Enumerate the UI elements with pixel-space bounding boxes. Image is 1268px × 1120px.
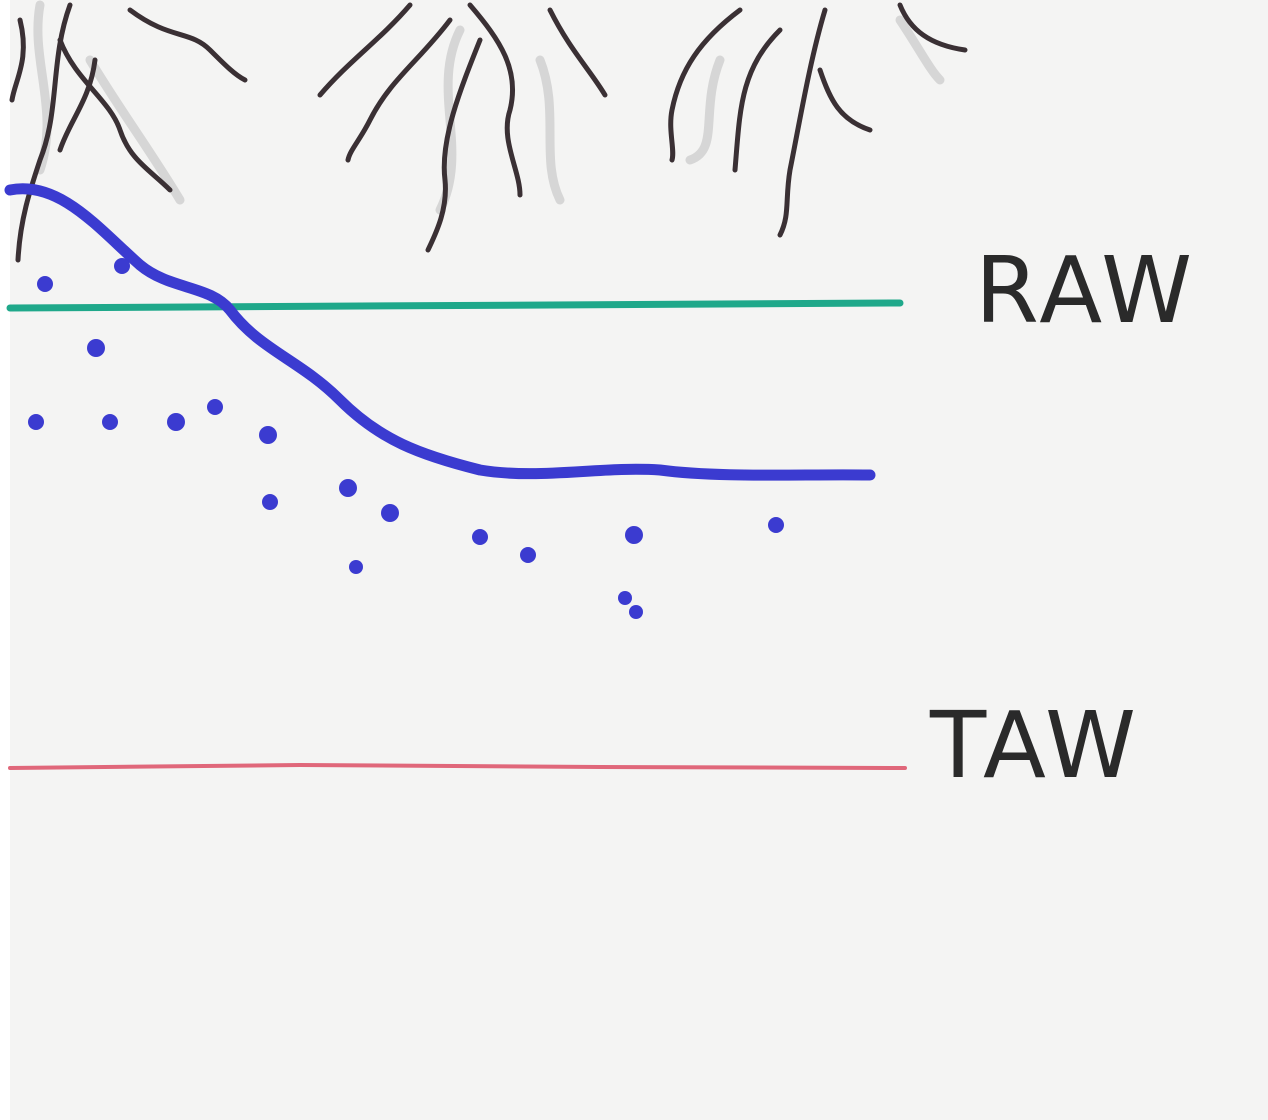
diagram: RAW TAW <box>0 0 1268 1120</box>
taw-label: TAW <box>929 692 1140 799</box>
paper <box>0 0 1268 1120</box>
raw-label: RAW <box>975 237 1196 344</box>
edge <box>0 0 10 1120</box>
page: {"lines": [{"label": "RAW"}, {"label": "… <box>0 0 1268 1120</box>
raw-line <box>10 303 900 308</box>
